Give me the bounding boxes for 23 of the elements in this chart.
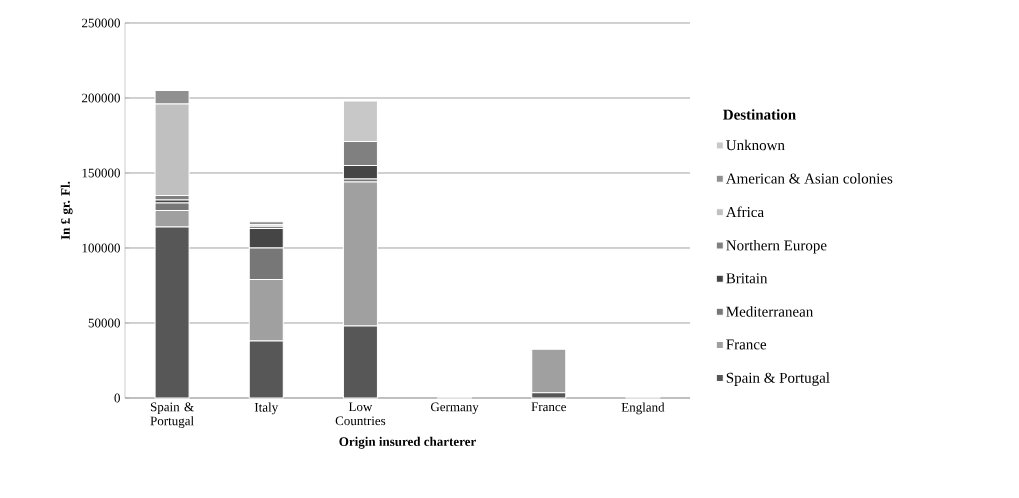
legend-label: American & Asian colonies	[725, 173, 893, 184]
y-tick-label: 0	[114, 393, 120, 403]
legend-label: France	[726, 339, 767, 350]
legend-label: Unknown	[726, 139, 785, 151]
legend-label: Britain	[726, 273, 768, 284]
y-tick-label: 50000	[88, 318, 120, 328]
y-tick-label: 250000	[82, 18, 120, 28]
legend-label: Mediterranean	[726, 306, 814, 317]
x-tick-label: France	[531, 402, 566, 412]
x-tick-label: Germany	[430, 402, 479, 414]
x-axis-title: Origin insured charterer	[339, 436, 476, 449]
x-tick-label: England	[621, 402, 665, 415]
y-tick-label: 150000	[82, 168, 120, 178]
y-axis-title: In £ gr. Fl.	[60, 181, 73, 240]
legend-title: Destination	[723, 109, 796, 120]
y-tick-label: 100000	[82, 243, 120, 253]
x-tick-label: Low Countries	[335, 402, 386, 426]
legend-label: Spain & Portugal	[726, 372, 830, 386]
legend-label: Africa	[725, 206, 764, 218]
x-tick-label: Spain & Portugal	[150, 402, 194, 428]
y-tick-label: 200000	[82, 93, 120, 103]
x-tick-label: Italy	[254, 402, 279, 415]
legend-label: Northern Europe	[726, 239, 827, 254]
